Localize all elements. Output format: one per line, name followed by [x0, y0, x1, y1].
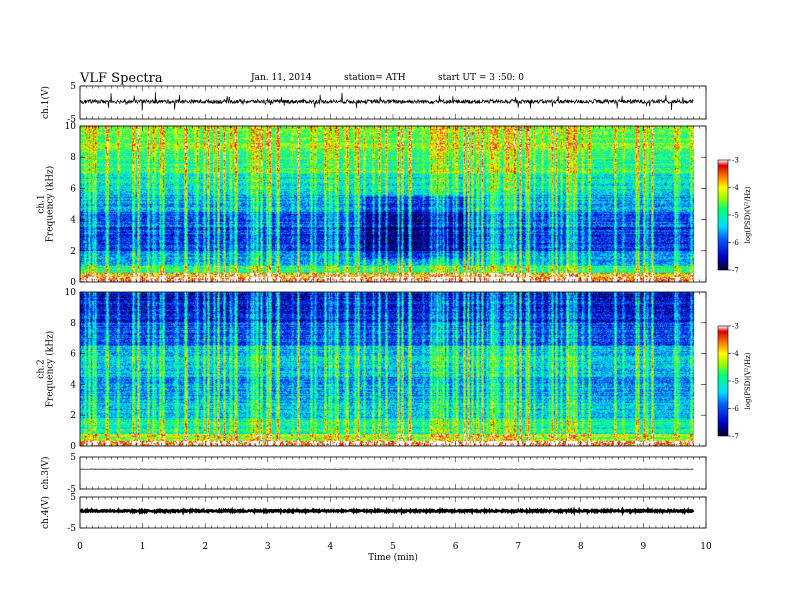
colorbar-ch2-spectrogram	[717, 325, 729, 437]
y-tick-label: -5	[67, 485, 76, 495]
panel-frame-ch1-spectrogram	[79, 125, 707, 283]
colorbar-label: log(PSD)(V²/Hz)	[744, 186, 752, 243]
y-tick-label: 0	[70, 442, 76, 452]
ch2-spectrogram-image	[80, 292, 706, 446]
x-axis-label: Time (min)	[368, 552, 418, 563]
trace-ch4-waveform	[79, 505, 695, 517]
y-axis-label: ch.4(V)	[40, 496, 51, 529]
colorbar-tick-label: -6	[732, 239, 739, 247]
ch1-spectrogram-image	[80, 126, 706, 282]
y-axis-label: ch.2	[37, 359, 47, 378]
colorbar-tick-label: -5	[732, 378, 739, 386]
y-tick-label: -5	[67, 524, 76, 534]
date-label: Jan. 11, 2014	[251, 73, 312, 83]
colorbar-label: log(PSD)(V²/Hz)	[744, 352, 752, 409]
y-tick-label: 8	[70, 319, 76, 329]
y-tick-label: 6	[70, 350, 76, 360]
y-tick-label: 8	[70, 153, 76, 163]
y-tick-label: 10	[65, 122, 77, 132]
x-tick-label: 9	[641, 542, 647, 552]
x-tick-label: 5	[390, 542, 396, 552]
x-tick-label: 10	[700, 542, 712, 552]
x-tick-label: 3	[265, 542, 271, 552]
start-time-label: start UT = 3 :50: 0	[438, 73, 524, 83]
y-tick-label: 5	[70, 453, 76, 463]
y-tick-label: 6	[70, 184, 76, 194]
colorbar-tick-label: -4	[732, 184, 739, 192]
x-tick-label: 1	[140, 542, 146, 552]
colorbar-tick-label: -3	[732, 323, 739, 331]
x-tick-label: 4	[328, 542, 334, 552]
x-tick-label: 7	[515, 542, 521, 552]
colorbar-tick-label: -3	[732, 157, 739, 165]
panel-frame-ch2-spectrogram	[79, 291, 707, 447]
colorbar-tick-label: -4	[732, 350, 739, 358]
y-axis-label: Frequency (kHz)	[45, 331, 56, 408]
y-axis-label: ch.1(V)	[40, 86, 51, 119]
colorbar-tick-label: -7	[732, 433, 739, 441]
y-tick-label: 2	[70, 247, 76, 257]
x-tick-label: 8	[578, 542, 584, 552]
y-tick-label: 4	[70, 380, 76, 390]
y-tick-label: 5	[70, 82, 76, 92]
x-tick-label: 2	[202, 542, 208, 552]
x-tick-label: 0	[77, 542, 83, 552]
y-tick-label: 5	[70, 493, 76, 503]
y-tick-label: 10	[65, 288, 77, 298]
y-tick-label: 2	[70, 411, 76, 421]
y-tick-label: 0	[70, 278, 76, 288]
colorbar-tick-label: -7	[732, 267, 739, 275]
colorbar-ch1-spectrogram	[717, 159, 729, 271]
station-label: station= ATH	[344, 73, 406, 83]
colorbar-tick-label: -6	[732, 405, 739, 413]
y-tick-label: -5	[67, 115, 76, 125]
figure-title: VLF Spectra	[80, 71, 163, 86]
y-axis-label: ch.1	[37, 194, 47, 213]
trace-ch1-waveform	[79, 92, 694, 111]
colorbar-tick-label: -5	[732, 212, 739, 220]
y-axis-label: Frequency (kHz)	[45, 166, 56, 243]
x-tick-label: 6	[453, 542, 459, 552]
y-axis-label: ch.3(V)	[40, 457, 51, 490]
y-tick-label: 4	[70, 216, 76, 226]
